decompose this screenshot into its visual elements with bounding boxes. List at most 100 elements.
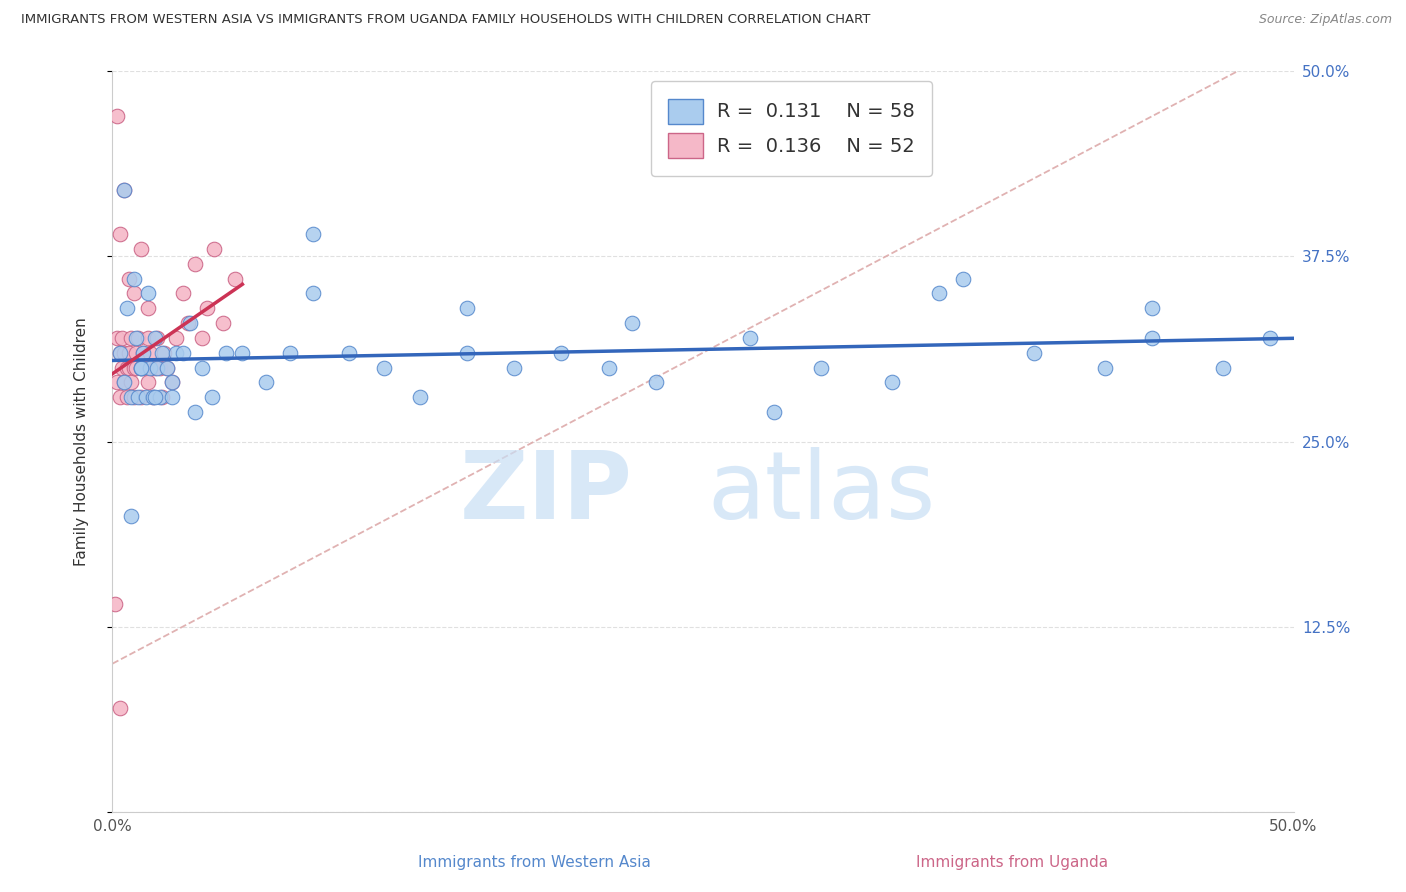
Point	[254, 376, 277, 390]
Legend: R =  0.131    N = 58, R =  0.136    N = 52: R = 0.131 N = 58, R = 0.136 N = 52	[651, 81, 932, 176]
Point	[150, 345, 173, 359]
Point	[952, 271, 974, 285]
Point	[150, 390, 173, 404]
Point	[202, 242, 225, 256]
Text: IMMIGRANTS FROM WESTERN ASIA VS IMMIGRANTS FROM UGANDA FAMILY HOUSEHOLDS WITH CH: IMMIGRANTS FROM WESTERN ASIA VS IMMIGRAN…	[21, 13, 870, 27]
Point	[810, 360, 832, 375]
Point	[112, 183, 135, 197]
Point	[143, 390, 166, 404]
Point	[129, 390, 152, 404]
Point	[135, 390, 157, 404]
Point	[136, 286, 159, 301]
Point	[122, 390, 145, 404]
Point	[108, 227, 131, 242]
Point	[112, 376, 135, 390]
Point	[160, 376, 183, 390]
Point	[142, 390, 165, 404]
Point	[142, 390, 165, 404]
Text: ZIP: ZIP	[460, 448, 633, 540]
Point	[104, 598, 127, 612]
Point	[129, 242, 152, 256]
Point	[172, 345, 194, 359]
Point	[111, 331, 134, 345]
Point	[136, 301, 159, 316]
Point	[129, 360, 152, 375]
Point	[740, 331, 762, 345]
Point	[177, 316, 200, 330]
Point	[112, 183, 135, 197]
Point	[456, 301, 478, 316]
Point	[165, 331, 187, 345]
Point	[111, 360, 134, 375]
Point	[165, 345, 187, 359]
Text: Source: ZipAtlas.com: Source: ZipAtlas.com	[1258, 13, 1392, 27]
Point	[160, 376, 183, 390]
Text: Immigrants from Uganda: Immigrants from Uganda	[917, 855, 1108, 870]
Point	[201, 390, 224, 404]
Point	[125, 360, 148, 375]
Point	[122, 286, 145, 301]
Point	[621, 316, 644, 330]
Point	[112, 345, 135, 359]
Point	[105, 109, 128, 123]
Point	[139, 345, 162, 359]
Point	[118, 360, 141, 375]
Point	[149, 390, 172, 404]
Point	[928, 286, 950, 301]
Point	[146, 331, 169, 345]
Point	[125, 331, 148, 345]
Point	[172, 286, 194, 301]
Point	[212, 316, 235, 330]
Point	[146, 360, 169, 375]
Y-axis label: Family Households with Children: Family Households with Children	[75, 318, 89, 566]
Point	[1140, 331, 1163, 345]
Point	[598, 360, 620, 375]
Point	[408, 390, 430, 404]
Point	[136, 331, 159, 345]
Text: atlas: atlas	[707, 448, 935, 540]
Point	[1140, 301, 1163, 316]
Point	[179, 316, 201, 330]
Point	[215, 345, 238, 359]
Point	[115, 390, 138, 404]
Point	[143, 360, 166, 375]
Point	[184, 405, 207, 419]
Point	[880, 376, 903, 390]
Point	[156, 360, 179, 375]
Point	[191, 331, 214, 345]
Point	[1258, 331, 1281, 345]
Point	[278, 345, 301, 359]
Point	[456, 345, 478, 359]
Point	[125, 345, 148, 359]
Point	[108, 701, 131, 715]
Point	[120, 390, 142, 404]
Text: Immigrants from Western Asia: Immigrants from Western Asia	[418, 855, 651, 870]
Point	[337, 345, 360, 359]
Point	[105, 331, 128, 345]
Point	[105, 376, 128, 390]
Point	[1212, 360, 1234, 375]
Point	[503, 360, 526, 375]
Point	[762, 405, 785, 419]
Point	[127, 390, 149, 404]
Point	[143, 331, 166, 345]
Point	[118, 345, 141, 359]
Point	[302, 227, 325, 242]
Point	[112, 376, 135, 390]
Point	[122, 271, 145, 285]
Point	[115, 360, 138, 375]
Point	[129, 360, 152, 375]
Point	[120, 376, 142, 390]
Point	[191, 360, 214, 375]
Point	[132, 345, 155, 359]
Point	[120, 331, 142, 345]
Point	[302, 286, 325, 301]
Point	[160, 390, 183, 404]
Point	[156, 360, 179, 375]
Point	[184, 257, 207, 271]
Point	[195, 301, 218, 316]
Point	[108, 345, 131, 359]
Point	[132, 345, 155, 359]
Point	[136, 376, 159, 390]
Point	[231, 345, 253, 359]
